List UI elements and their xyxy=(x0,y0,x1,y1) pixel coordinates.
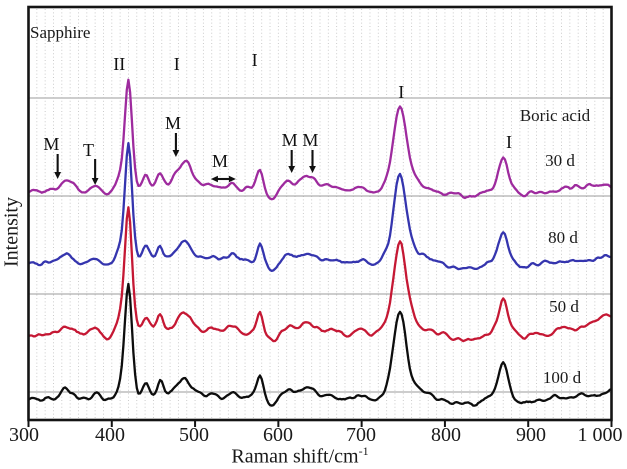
down-arrowhead-icon xyxy=(309,166,316,173)
y-axis-label: Intensity xyxy=(0,197,23,267)
x-tick-800: 800 xyxy=(431,424,461,446)
annotation-label-M: M xyxy=(282,130,298,150)
x-tick-600: 600 xyxy=(263,424,293,446)
annotation-label-I: I xyxy=(506,132,512,152)
annotation-label-M: M xyxy=(165,113,181,133)
series-label-100d: 100 d xyxy=(542,368,582,387)
annotation-label-T: T xyxy=(83,140,94,160)
x-axis-label-text: Raman shift/cm xyxy=(231,445,359,468)
annotation-arrow xyxy=(288,150,296,173)
trace-100d xyxy=(29,282,611,407)
traces xyxy=(29,78,611,407)
x-tick-700: 700 xyxy=(346,424,376,446)
annotation-label-M: M xyxy=(212,151,228,171)
left-arrowhead-icon xyxy=(210,175,218,183)
series-label-50d: 50 d xyxy=(549,297,579,316)
trace-50d xyxy=(29,206,611,343)
x-axis-label-exponent: -1 xyxy=(358,444,369,458)
x-tick-300: 300 xyxy=(9,424,39,446)
down-arrowhead-icon xyxy=(54,172,62,179)
x-tick-900: 900 xyxy=(516,424,546,446)
annotation-label-II: II xyxy=(113,54,125,74)
x-axis-label: Raman shift/cm-1 xyxy=(231,444,368,469)
corner-label-sapphire: Sapphire xyxy=(30,23,91,42)
annotation-arrow xyxy=(210,175,236,183)
annotation-label-M: M xyxy=(43,134,59,154)
plot-border xyxy=(27,5,613,422)
series-label-30d: 30 d xyxy=(545,151,575,170)
down-arrowhead-icon xyxy=(172,150,180,157)
annotation-label-I: I xyxy=(174,54,180,74)
down-arrowhead-icon xyxy=(91,178,99,185)
annotation-arrow xyxy=(309,150,316,173)
x-tick-1000: 1 000 xyxy=(577,424,623,446)
annotation-label-M: M xyxy=(302,130,318,150)
right-arrowhead-icon xyxy=(228,175,236,183)
annotation-arrow xyxy=(91,159,99,185)
annotation-label-I: I xyxy=(252,50,258,70)
grid-vertical-dotted xyxy=(36,9,604,419)
trace-80d xyxy=(29,142,611,273)
annotation-arrow xyxy=(172,133,180,157)
trace-30d xyxy=(29,78,611,201)
annotation-label-I: I xyxy=(398,82,404,102)
down-arrowhead-icon xyxy=(288,166,296,173)
x-tick-500: 500 xyxy=(179,424,209,446)
x-tick-400: 400 xyxy=(95,424,125,446)
right-label-boric-acid: Boric acid xyxy=(519,106,591,125)
annotation-arrow xyxy=(54,154,62,179)
series-label-80d: 80 d xyxy=(548,228,578,247)
